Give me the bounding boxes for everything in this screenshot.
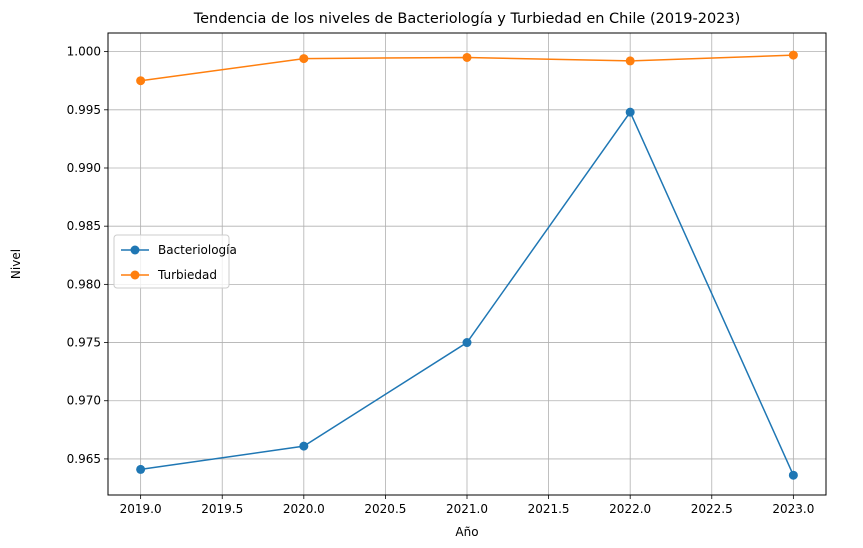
data-point-bacteriologia <box>462 338 472 348</box>
data-point-turbiedad <box>299 54 309 64</box>
y-tick-label: 0.970 <box>67 394 101 408</box>
x-tick-label: 2020.0 <box>283 502 325 516</box>
chart-title: Tendencia de los niveles de Bacteriologí… <box>193 11 741 27</box>
data-point-turbiedad <box>462 52 472 62</box>
data-point-bacteriologia <box>625 107 635 117</box>
y-tick-label: 0.985 <box>67 219 101 233</box>
series-layer <box>136 50 798 480</box>
data-point-turbiedad <box>136 76 146 86</box>
data-point-turbiedad <box>625 56 635 66</box>
x-tick-label: 2019.0 <box>120 502 162 516</box>
y-tick-label: 0.965 <box>67 452 101 466</box>
legend-marker-turbiedad <box>130 270 140 280</box>
data-point-bacteriologia <box>788 470 798 480</box>
legend-label-turbiedad: Turbiedad <box>157 268 217 282</box>
x-tick-label: 2020.5 <box>364 502 406 516</box>
x-tick-label: 2022.0 <box>609 502 651 516</box>
y-axis-ticks: 0.965 0.970 0.975 0.980 0.985 0.990 0.995 1.000 <box>67 45 108 466</box>
x-tick-label: 2021.5 <box>528 502 570 516</box>
y-tick-label: 0.980 <box>67 277 101 291</box>
data-point-turbiedad <box>788 50 798 60</box>
x-axis-ticks: 2019.0 2019.5 2020.0 2020.5 2021.0 2021.5 2022… <box>120 495 814 516</box>
y-tick-label: 0.995 <box>67 103 101 117</box>
x-axis-label: Año <box>455 525 478 539</box>
data-point-bacteriologia <box>136 464 146 474</box>
x-tick-label: 2023.0 <box>772 502 814 516</box>
x-tick-label: 2022.5 <box>691 502 733 516</box>
x-tick-label: 2019.5 <box>201 502 243 516</box>
y-tick-label: 1.000 <box>67 45 101 59</box>
data-point-bacteriologia <box>299 441 309 451</box>
y-tick-label: 0.990 <box>67 161 101 175</box>
legend-marker-bacteriologia <box>130 245 140 255</box>
x-tick-label: 2021.0 <box>446 502 488 516</box>
y-tick-label: 0.975 <box>67 336 101 350</box>
legend-label-bacteriologia: Bacteriología <box>158 243 237 257</box>
legend: Bacteriología Turbiedad <box>113 234 237 289</box>
grid-lines <box>108 33 826 495</box>
y-axis-label: Nivel <box>9 249 23 279</box>
